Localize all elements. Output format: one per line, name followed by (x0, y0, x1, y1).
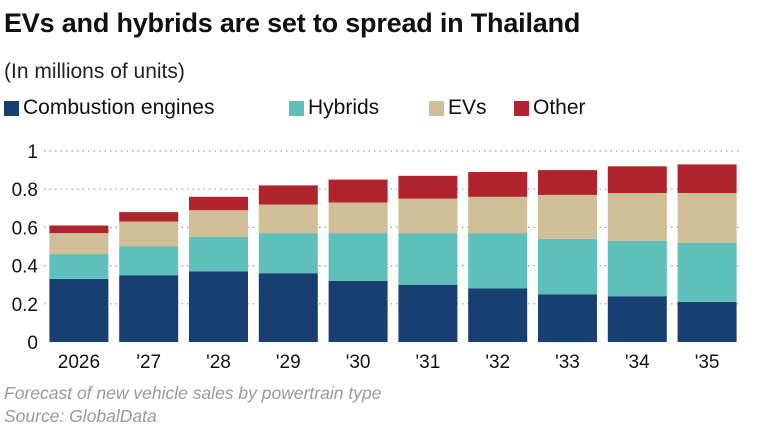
chart-subtitle: (In millions of units) (4, 60, 185, 83)
legend-item-evs: EVs (429, 96, 487, 120)
legend-swatch (429, 100, 444, 116)
x-tick-label: '27 (136, 352, 161, 373)
bar-segment-evs (677, 193, 737, 243)
x-tick-label: '30 (346, 352, 371, 373)
x-tick-label: '35 (695, 352, 720, 373)
y-tick-label: 0.8 (12, 180, 38, 201)
bar-segment-hybrids (189, 236, 248, 272)
legend-label: Hybrids (308, 96, 380, 119)
bar-segment-combustion-engines (189, 271, 248, 342)
y-tick-label: 1 (27, 142, 38, 163)
legend-swatch (4, 100, 19, 116)
bar-segment-combustion-engines (258, 273, 318, 342)
x-tick-label: '31 (416, 352, 441, 373)
bar-segment-evs (119, 221, 179, 247)
bar-segment-evs (607, 193, 667, 241)
bar-segment-combustion-engines (677, 301, 737, 342)
x-tick-label: 2026 (58, 352, 100, 373)
bar-segment-combustion-engines (468, 288, 528, 342)
x-tick-label: '29 (276, 352, 301, 373)
legend-label: Other (533, 96, 586, 119)
bar-segment-other (119, 212, 179, 222)
bar-segment-evs (328, 202, 388, 234)
y-tick-label: 0.2 (12, 295, 38, 316)
bar-segment-hybrids (468, 233, 528, 289)
bar-segment-hybrids (538, 238, 597, 295)
footer-note: Forecast of new vehicle sales by powertr… (4, 383, 382, 403)
x-tick-label: '32 (485, 352, 510, 373)
bar-segment-combustion-engines (119, 275, 179, 342)
y-tick-label: 0 (27, 333, 38, 354)
legend-label: EVs (448, 96, 487, 119)
bar-segment-hybrids (258, 233, 318, 274)
bar-segment-evs (258, 204, 318, 234)
y-tick-label: 0.4 (12, 257, 39, 278)
bar-segment-other (328, 179, 388, 203)
bar-segment-evs (49, 233, 109, 255)
bar-segment-other (677, 164, 737, 193)
bar-segment-hybrids (119, 246, 179, 276)
bar-segment-other (468, 172, 528, 197)
bar-segment-hybrids (49, 254, 109, 279)
legend-swatch (514, 100, 529, 116)
chart-title: EVs and hybrids are set to spread in Tha… (4, 8, 581, 38)
bar-segment-combustion-engines (328, 280, 388, 342)
legend-swatch (289, 100, 304, 116)
legend-item-other: Other (514, 96, 586, 120)
bar-segment-other (258, 185, 318, 205)
x-tick-label: '33 (555, 352, 580, 373)
legend-label: Combustion engines (23, 96, 215, 119)
bar-segment-other (189, 196, 248, 211)
bar-segment-other (49, 225, 109, 234)
bar-segment-other (538, 170, 597, 195)
bar-segment-combustion-engines (607, 296, 667, 342)
bar-segment-hybrids (328, 233, 388, 281)
bar-segment-combustion-engines (49, 279, 109, 342)
bar-segment-evs (538, 194, 597, 239)
bar-segment-hybrids (398, 233, 458, 285)
bar-segment-other (607, 166, 667, 193)
bar-segment-combustion-engines (538, 294, 597, 343)
bar-segment-evs (189, 210, 248, 237)
bar-segment-hybrids (677, 242, 737, 302)
bar-segment-evs (468, 196, 528, 234)
bar-segment-combustion-engines (398, 284, 458, 342)
legend-item-combustion-engines: Combustion engines (4, 96, 214, 120)
x-tick-label: '34 (625, 352, 650, 373)
bar-segment-hybrids (607, 240, 667, 297)
bar-segment-other (398, 175, 458, 199)
legend-item-hybrids: Hybrids (289, 96, 379, 120)
stacked-bar-chart: 0 0.2 0.4 0.6 0.8 1 2026 '27 '28 '29 '30 '31 '32 '33 '… (12, 142, 742, 373)
x-tick-label: '28 (206, 352, 231, 373)
footer-source: Source: GlobalData (4, 406, 157, 426)
y-tick-label: 0.6 (12, 218, 38, 239)
bar-segment-evs (398, 198, 458, 234)
